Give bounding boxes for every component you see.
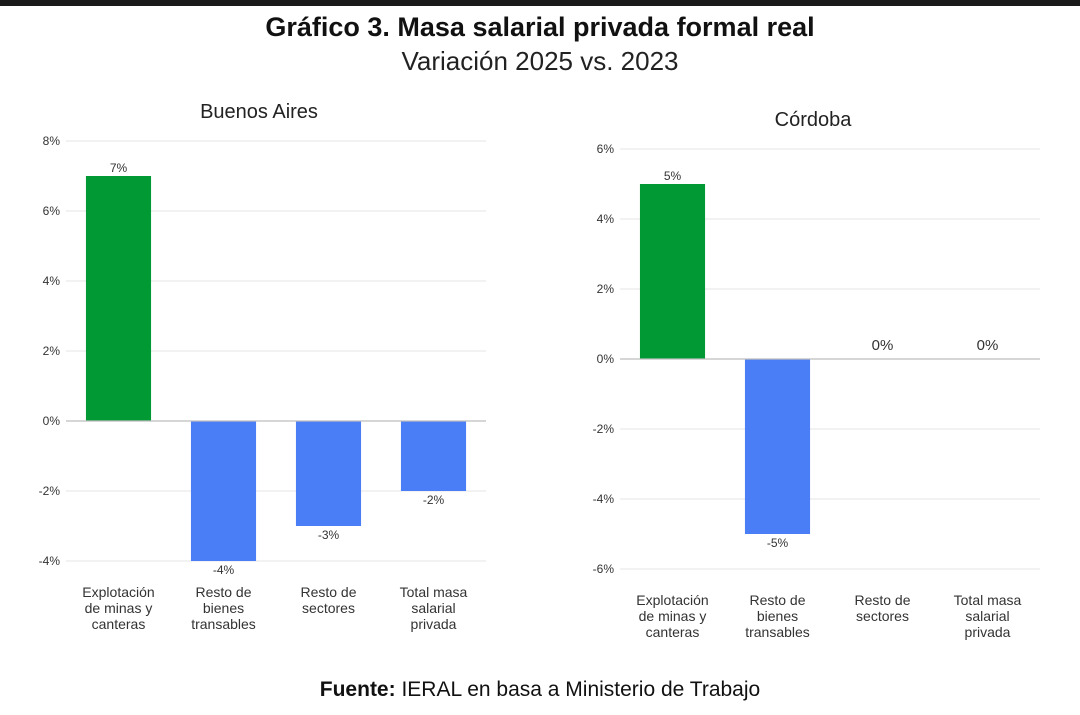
x-tick-label: canteras [92,616,146,632]
y-tick-label: -6% [593,562,615,576]
y-tick-label: -2% [39,484,61,498]
x-tick-label: bienes [757,608,798,624]
x-tick-label: salarial [965,608,1009,624]
x-tick-label: salarial [411,600,455,616]
panel-title: Córdoba [775,109,853,131]
data-label: -5% [767,536,789,550]
data-label: -3% [318,528,340,542]
y-tick-label: 0% [43,414,61,428]
bar [744,359,811,534]
bar [295,421,362,526]
data-label: 0% [977,337,999,354]
x-tick-label: Resto de [854,592,910,608]
y-tick-label: -4% [39,554,61,568]
x-tick-label: Resto de [749,592,805,608]
bar [85,176,152,421]
x-tick-label: privada [965,624,1011,640]
data-label: -4% [213,563,235,577]
x-tick-label: bienes [203,600,244,616]
x-tick-label: Resto de [300,584,356,600]
y-tick-label: -2% [593,422,615,436]
x-tick-label: transables [745,624,810,640]
x-tick-label: sectores [302,600,355,616]
data-label: 0% [872,337,894,354]
y-tick-label: 6% [597,142,615,156]
x-tick-label: canteras [646,624,700,640]
bar [639,184,706,359]
top-border [0,0,1080,6]
y-tick-label: 2% [43,344,61,358]
x-tick-label: Total masa [954,592,1022,608]
panel-title: Buenos Aires [200,101,318,123]
y-tick-label: 4% [597,212,615,226]
y-tick-label: -4% [593,492,615,506]
y-tick-label: 0% [597,352,615,366]
x-tick-label: Explotación [636,592,708,608]
x-tick-label: Explotación [82,584,154,600]
x-tick-label: Total masa [400,584,468,600]
bar [190,421,257,561]
y-tick-label: 8% [43,134,61,148]
source-label: Fuente: [319,678,396,701]
x-tick-label: Resto de [195,584,251,600]
source-text: IERAL en basa a Ministerio de Trabajo [401,678,761,701]
y-tick-label: 6% [43,204,61,218]
x-tick-label: privada [411,616,457,632]
x-tick-label: sectores [856,608,909,624]
chart-title: Gráfico 3. Masa salarial privada formal … [265,12,815,42]
chart-subtitle: Variación 2025 vs. 2023 [401,46,679,76]
y-tick-label: 2% [597,282,615,296]
data-label: 5% [664,169,682,183]
x-tick-label: de minas y [85,600,153,616]
x-tick-label: transables [191,616,256,632]
y-tick-label: 4% [43,274,61,288]
source-note: Fuente: IERAL en basa a Ministerio de Tr… [0,678,1080,702]
data-label: 7% [110,161,128,175]
x-tick-label: de minas y [639,608,707,624]
data-label: -2% [423,493,445,507]
bar [400,421,467,491]
